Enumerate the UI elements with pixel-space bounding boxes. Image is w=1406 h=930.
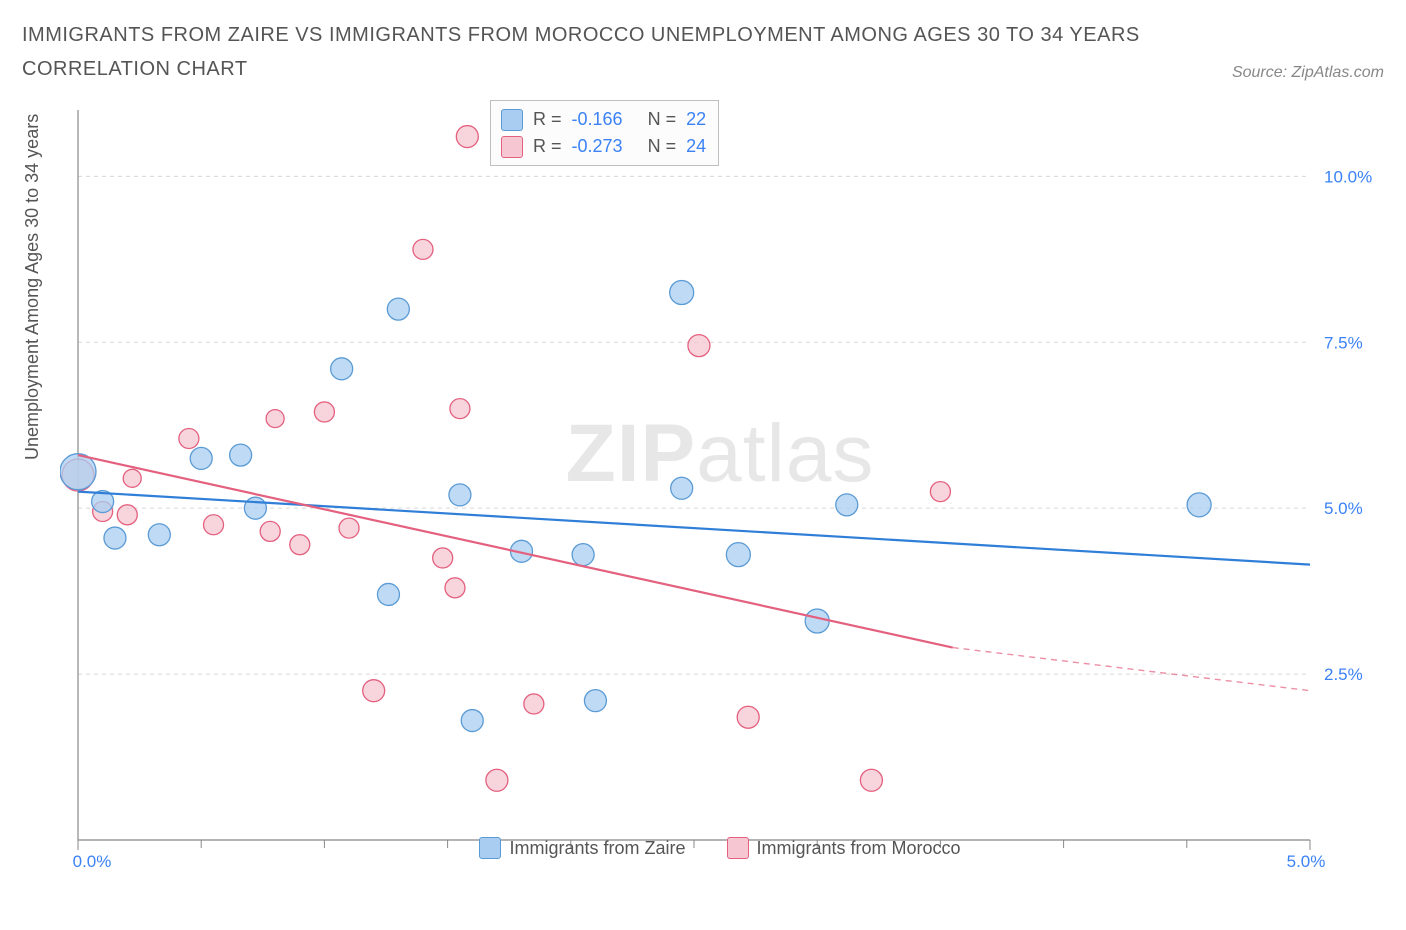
y-tick-label: 2.5% bbox=[1324, 665, 1363, 684]
scatter-point-morocco bbox=[456, 126, 478, 148]
legend-pink-R: -0.273 bbox=[572, 133, 623, 160]
scatter-point-morocco bbox=[433, 548, 453, 568]
scatter-point-zaire bbox=[805, 609, 829, 633]
chart-title: IMMIGRANTS FROM ZAIRE VS IMMIGRANTS FROM… bbox=[22, 18, 1142, 86]
scatter-point-zaire bbox=[190, 447, 212, 469]
scatter-point-morocco bbox=[290, 535, 310, 555]
chart-container: IMMIGRANTS FROM ZAIRE VS IMMIGRANTS FROM… bbox=[0, 0, 1406, 930]
y-tick-label: 5.0% bbox=[1324, 499, 1363, 518]
scatter-point-morocco bbox=[688, 335, 710, 357]
legend-N-label: N = bbox=[648, 133, 677, 160]
y-tick-label: 10.0% bbox=[1324, 167, 1372, 186]
scatter-point-zaire bbox=[461, 710, 483, 732]
scatter-point-zaire bbox=[671, 477, 693, 499]
scatter-point-zaire bbox=[331, 358, 353, 380]
scatter-point-morocco bbox=[413, 239, 433, 259]
swatch-blue-icon bbox=[479, 837, 501, 859]
scatter-point-morocco bbox=[123, 469, 141, 487]
legend-R-label: R = bbox=[533, 106, 562, 133]
y-tick-label: 7.5% bbox=[1324, 333, 1363, 352]
series-legend: Immigrants from Zaire Immigrants from Mo… bbox=[60, 837, 1380, 864]
scatter-point-zaire bbox=[104, 527, 126, 549]
scatter-point-morocco bbox=[314, 402, 334, 422]
scatter-point-morocco bbox=[179, 429, 199, 449]
chart-svg: 2.5%5.0%7.5%10.0%0.0%5.0% bbox=[60, 100, 1380, 870]
scatter-point-zaire bbox=[670, 281, 694, 305]
legend-item-zaire: Immigrants from Zaire bbox=[479, 837, 685, 859]
scatter-point-morocco bbox=[445, 578, 465, 598]
y-axis-label: Unemployment Among Ages 30 to 34 years bbox=[22, 114, 43, 460]
scatter-point-zaire bbox=[584, 690, 606, 712]
scatter-point-morocco bbox=[930, 482, 950, 502]
legend-row-zaire: R = -0.166 N = 22 bbox=[501, 106, 706, 133]
legend-label-zaire: Immigrants from Zaire bbox=[509, 838, 685, 859]
scatter-point-zaire bbox=[60, 454, 96, 490]
scatter-point-morocco bbox=[363, 680, 385, 702]
scatter-point-zaire bbox=[836, 494, 858, 516]
legend-blue-N: 22 bbox=[686, 106, 706, 133]
scatter-point-morocco bbox=[450, 399, 470, 419]
legend-item-morocco: Immigrants from Morocco bbox=[727, 837, 961, 859]
legend-R-label: R = bbox=[533, 133, 562, 160]
scatter-point-zaire bbox=[230, 444, 252, 466]
source-attribution: Source: ZipAtlas.com bbox=[1232, 64, 1384, 86]
scatter-point-zaire bbox=[572, 544, 594, 566]
scatter-point-morocco bbox=[339, 518, 359, 538]
scatter-point-zaire bbox=[387, 298, 409, 320]
scatter-point-zaire bbox=[449, 484, 471, 506]
header-row: IMMIGRANTS FROM ZAIRE VS IMMIGRANTS FROM… bbox=[22, 18, 1384, 86]
scatter-point-morocco bbox=[737, 706, 759, 728]
scatter-point-zaire bbox=[148, 524, 170, 546]
scatter-point-morocco bbox=[266, 410, 284, 428]
scatter-point-morocco bbox=[204, 515, 224, 535]
swatch-pink bbox=[501, 136, 523, 158]
plot-area: ZIPatlas 2.5%5.0%7.5%10.0%0.0%5.0% R = -… bbox=[60, 100, 1380, 870]
scatter-point-morocco bbox=[860, 769, 882, 791]
swatch-pink-icon bbox=[727, 837, 749, 859]
legend-pink-N: 24 bbox=[686, 133, 706, 160]
correlation-legend: R = -0.166 N = 22 R = -0.273 N = 24 bbox=[490, 100, 719, 166]
scatter-point-morocco bbox=[524, 694, 544, 714]
swatch-blue bbox=[501, 109, 523, 131]
scatter-point-morocco bbox=[486, 769, 508, 791]
scatter-point-zaire bbox=[726, 543, 750, 567]
legend-row-morocco: R = -0.273 N = 24 bbox=[501, 133, 706, 160]
scatter-point-zaire bbox=[1187, 493, 1211, 517]
scatter-point-morocco bbox=[260, 521, 280, 541]
scatter-point-morocco bbox=[117, 505, 137, 525]
legend-N-label: N = bbox=[648, 106, 677, 133]
scatter-point-zaire bbox=[377, 583, 399, 605]
scatter-point-zaire bbox=[244, 497, 266, 519]
legend-blue-R: -0.166 bbox=[572, 106, 623, 133]
legend-label-morocco: Immigrants from Morocco bbox=[757, 838, 961, 859]
